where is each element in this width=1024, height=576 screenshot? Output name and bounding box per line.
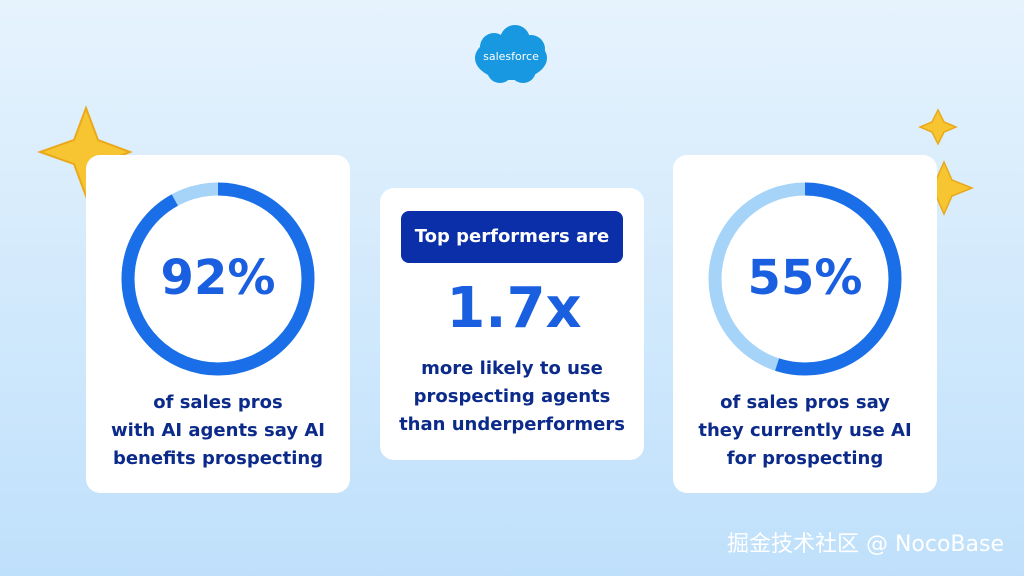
- card-text: prospecting agents: [414, 386, 611, 407]
- logo-text: salesforce: [483, 50, 539, 63]
- card-text: benefits prospecting: [113, 448, 323, 469]
- badge: [401, 211, 623, 263]
- stat: 92%: [161, 250, 276, 306]
- card-text: of sales pros say: [720, 392, 890, 413]
- watermark: 掘金技术社区 @ NocoBase: [727, 532, 1004, 557]
- card: [673, 155, 937, 493]
- card-text: for prospecting: [727, 448, 883, 469]
- logo: salesforce: [475, 25, 547, 83]
- card-text: more likely to use: [421, 358, 603, 379]
- card-text: than underperformers: [399, 414, 625, 435]
- star: [918, 108, 958, 146]
- card-text: they currently use AI: [698, 420, 911, 441]
- badge-text: Top performers are: [415, 226, 610, 247]
- card-text: with AI agents say AI: [111, 420, 325, 441]
- card-text: of sales pros: [153, 392, 283, 413]
- ring-arc: [121, 182, 315, 376]
- stat: 1.7x: [446, 276, 581, 341]
- stat: 55%: [748, 250, 863, 306]
- ring-arc: [708, 182, 902, 376]
- card: [86, 155, 350, 493]
